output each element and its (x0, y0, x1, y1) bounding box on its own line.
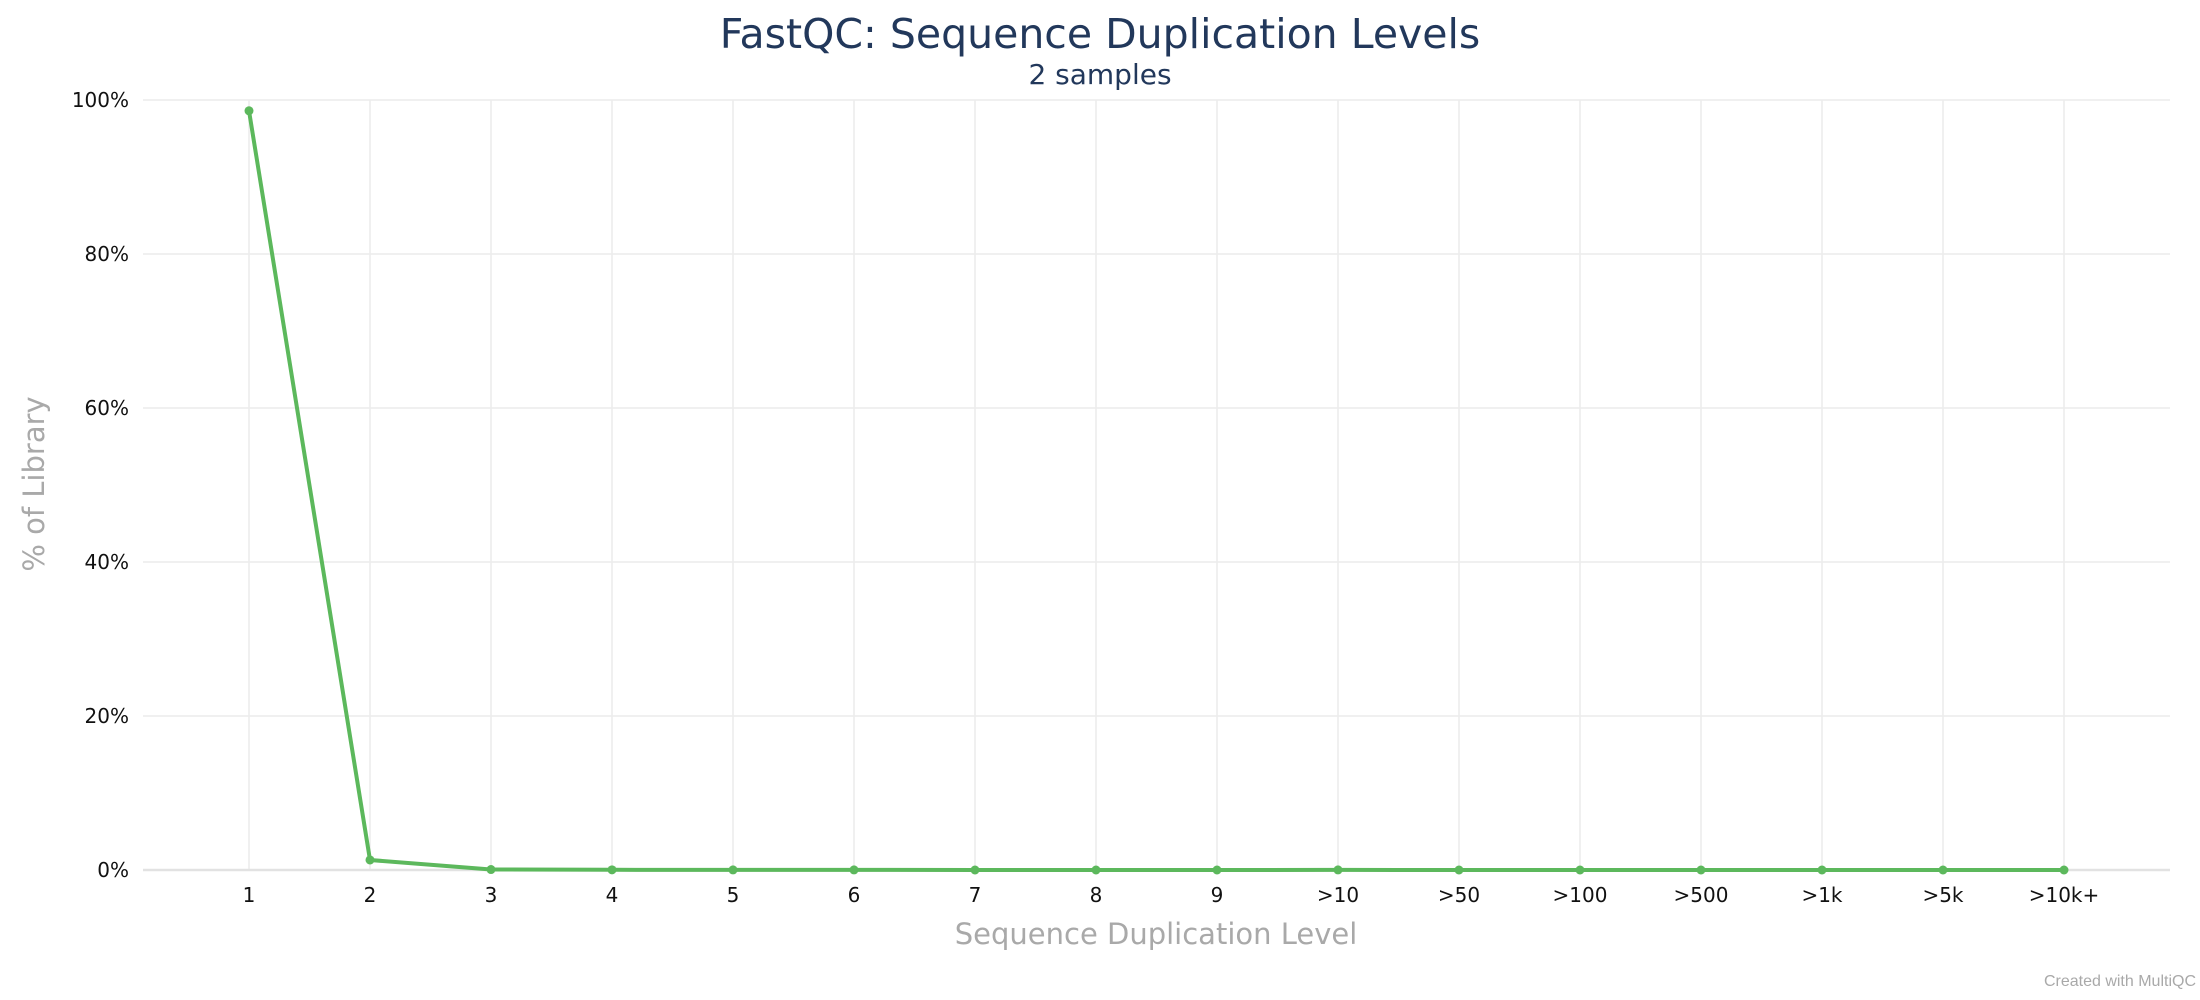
y-axis-title: % of Library (17, 396, 51, 571)
data-point[interactable] (607, 865, 617, 875)
data-point[interactable] (728, 865, 738, 875)
data-point[interactable] (365, 855, 375, 865)
x-tick-label: >10k+ (2029, 883, 2100, 907)
x-tick-label: 7 (969, 883, 982, 907)
data-point[interactable] (1091, 865, 1101, 875)
grid (143, 99, 2170, 872)
data-point[interactable] (849, 865, 859, 875)
x-tick-label: 1 (243, 883, 256, 907)
series-line[interactable] (247, 108, 2066, 872)
x-tick-label: 8 (1090, 883, 1103, 907)
axis-ticks: 1 2 3 4 5 6 7 8 9 >10 >50 >100 >500 >1k >5k >10k+ 0% 20% 4… (72, 88, 2099, 907)
data-point[interactable] (1938, 865, 1948, 875)
data-point[interactable] (1817, 865, 1827, 875)
x-tick-label: 9 (1211, 883, 1224, 907)
x-axis-title: Sequence Duplication Level (955, 917, 1358, 951)
y-tick-label: 0% (97, 858, 129, 882)
data-point[interactable] (2059, 865, 2069, 875)
data-point[interactable] (1333, 865, 1343, 875)
x-tick-label: 5 (727, 883, 740, 907)
y-tick-label: 100% (72, 88, 129, 112)
x-tick-label: 3 (485, 883, 498, 907)
chart-subtitle: 2 samples (1028, 58, 1171, 91)
data-point[interactable] (1696, 865, 1706, 875)
x-tick-label: >1k (1801, 883, 1842, 907)
x-tick-label: >50 (1438, 883, 1480, 907)
x-tick-label: >100 (1553, 883, 1608, 907)
x-tick-label: >500 (1674, 883, 1729, 907)
x-tick-label: >5k (1922, 883, 1963, 907)
data-point[interactable] (1454, 865, 1464, 875)
series-layer (244, 106, 2069, 875)
y-tick-label: 40% (85, 550, 129, 574)
x-tick-label: >10 (1317, 883, 1359, 907)
y-tick-label: 60% (85, 396, 129, 420)
data-point[interactable] (486, 865, 496, 875)
data-point[interactable] (970, 865, 980, 875)
x-tick-label: 6 (848, 883, 861, 907)
data-point[interactable] (244, 106, 254, 116)
data-point[interactable] (1212, 865, 1222, 875)
x-tick-label: 2 (364, 883, 377, 907)
data-point[interactable] (1575, 865, 1585, 875)
chart-title: FastQC: Sequence Duplication Levels (720, 10, 1481, 58)
y-tick-label: 80% (85, 242, 129, 266)
y-tick-label: 20% (85, 704, 129, 728)
x-tick-label: 4 (606, 883, 619, 907)
credit-text[interactable]: Created with MultiQC (2044, 973, 2196, 990)
